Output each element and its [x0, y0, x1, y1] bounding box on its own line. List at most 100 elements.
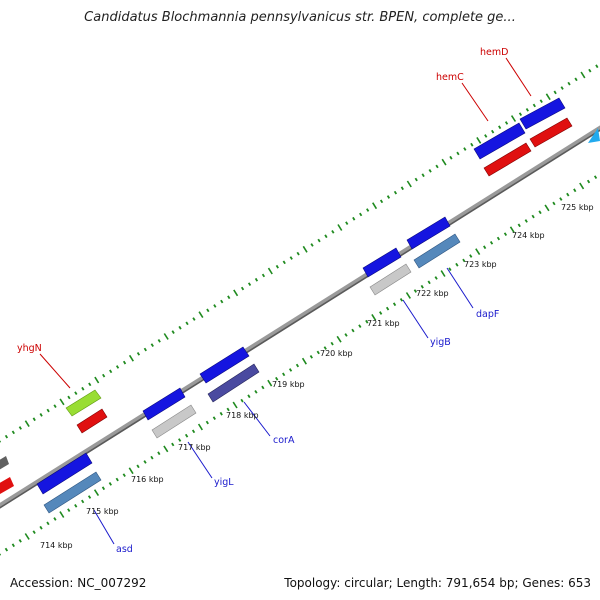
minor-tick [178, 438, 182, 442]
minor-tick [539, 99, 543, 103]
minor-tick [359, 212, 363, 217]
gene-label-dapF[interactable]: dapF [476, 309, 499, 320]
gene-feature-blue-yigL[interactable] [142, 387, 186, 421]
minor-tick [498, 125, 502, 130]
gene-label-corA[interactable]: corA [273, 435, 295, 446]
genome-backbone [0, 125, 600, 509]
minor-tick [143, 347, 147, 352]
major-tick [579, 182, 585, 190]
minor-tick [559, 197, 563, 201]
minor-tick [469, 254, 473, 258]
major-tick [163, 333, 169, 340]
gene-feature-yigB[interactable] [369, 263, 412, 296]
major-tick [198, 311, 204, 319]
gene-feature-yhgN[interactable] [65, 389, 102, 417]
gene-feature-blue-yigB[interactable] [362, 247, 402, 278]
minor-tick [393, 190, 398, 195]
gene-label-yhgN[interactable]: yhgN [17, 343, 42, 354]
minor-tick [593, 175, 598, 179]
minor-tick [275, 264, 279, 269]
gene-feature-asd[interactable] [43, 471, 102, 514]
minor-tick [552, 201, 556, 206]
minor-tick [212, 416, 216, 420]
minor-tick [345, 221, 349, 225]
gene-feature-corA[interactable] [207, 363, 260, 403]
major-tick [475, 248, 481, 256]
kbp-label: 723 kbp [464, 260, 497, 269]
minor-tick [226, 407, 230, 412]
gene-feature-blue[interactable] [36, 452, 93, 495]
minor-tick [365, 319, 369, 324]
map-title: Candidatus Blochmannia pennsylvanicus st… [84, 10, 516, 25]
gene-feature-red-hemC[interactable] [483, 142, 532, 177]
gene-label-hemC[interactable]: hemC [436, 72, 464, 83]
minor-tick [289, 256, 293, 260]
gene-label-yigL[interactable]: yigL [214, 477, 234, 488]
gene-features [0, 97, 600, 514]
minor-tick [385, 306, 390, 311]
minor-tick [413, 289, 417, 293]
minor-tick [538, 210, 542, 215]
minor-tick [150, 343, 154, 347]
minor-tick [504, 121, 509, 125]
minor-tick [496, 236, 501, 241]
gene-label-asd[interactable]: asd [116, 544, 133, 555]
minor-tick [275, 376, 279, 381]
minor-tick [219, 411, 223, 416]
kbp-label: 722 kbp [416, 289, 449, 298]
minor-tick [414, 177, 418, 182]
minor-tick [108, 482, 112, 486]
minor-tick [400, 186, 404, 191]
minor-tick [122, 473, 126, 477]
minor-tick [531, 214, 535, 219]
gene-feature-red-hemD[interactable] [529, 117, 573, 148]
minor-tick [588, 68, 592, 73]
gene-feature-red-yhgN[interactable] [76, 408, 108, 434]
gene-feature-hemD[interactable] [519, 97, 566, 130]
minor-tick [560, 86, 564, 90]
gene-feature-blue-dapF[interactable] [406, 216, 451, 250]
gene-feature-hemC[interactable] [473, 122, 526, 160]
major-tick [372, 202, 378, 210]
major-tick [336, 335, 342, 343]
minor-tick [157, 451, 161, 456]
major-tick [94, 376, 100, 384]
minor-tick [310, 243, 314, 247]
minor-tick [247, 282, 252, 286]
minor-tick [185, 321, 189, 326]
minor-tick [88, 382, 92, 387]
gene-feature-edge-gray[interactable] [0, 456, 9, 470]
gene-feature-blue-corA[interactable] [199, 346, 250, 384]
major-tick [301, 357, 307, 365]
minor-tick [206, 308, 210, 313]
gene-feature-yigL[interactable] [151, 404, 197, 439]
minor-tick [67, 395, 71, 400]
minor-tick [101, 486, 106, 491]
kbp-label: 715 kbp [86, 507, 119, 516]
minor-tick [427, 280, 431, 285]
gene-label-hemD[interactable]: hemD [480, 47, 508, 58]
gene-feature-dapF[interactable] [413, 233, 461, 269]
minor-tick [240, 286, 245, 291]
gene-feature-edge-cyan[interactable] [588, 128, 600, 143]
minor-tick [150, 455, 154, 460]
minor-tick [379, 311, 383, 315]
minor-tick [171, 442, 175, 447]
kbp-label: 714 kbp [40, 541, 73, 550]
gene-feature-edge-red[interactable] [0, 477, 14, 494]
major-tick [267, 379, 273, 387]
gene-label-yigB[interactable]: yigB [430, 337, 451, 348]
minor-tick [39, 413, 43, 417]
minor-tick [330, 341, 334, 346]
major-tick [233, 289, 239, 297]
major-tick [510, 115, 517, 122]
minor-tick [379, 199, 384, 204]
minor-tick [420, 284, 424, 289]
major-tick [59, 511, 65, 518]
minor-tick [4, 547, 9, 552]
minor-tick [462, 258, 466, 263]
minor-tick [254, 277, 259, 282]
minor-tick [136, 464, 140, 469]
minor-tick [191, 429, 196, 434]
